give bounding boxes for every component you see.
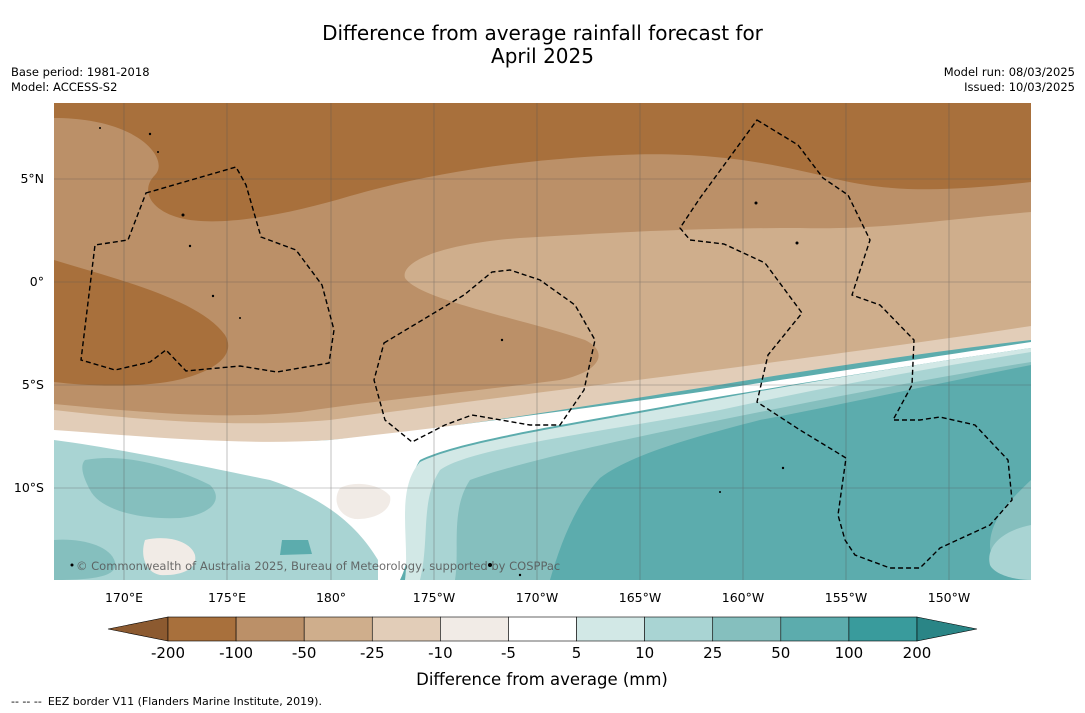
field-left-white-patch — [143, 538, 196, 576]
legend-tick-label: -5 — [501, 644, 516, 662]
base-period: Base period: 1981-2018 — [11, 65, 150, 79]
legend-tick-label: 10 — [635, 644, 654, 662]
legend-swatch — [780, 616, 850, 642]
legend-swatch — [576, 616, 645, 642]
longitude-labels: 170°E 175°E 180° 175°W 170°W 165°W 160°W… — [105, 590, 970, 605]
run-info: Model run: 08/03/2025 Issued: 10/03/2025 — [944, 65, 1075, 95]
lon-label: 175°E — [208, 590, 246, 605]
legend-tick-label: -10 — [428, 644, 453, 662]
legend-swatch — [440, 616, 509, 642]
model-name: Model: ACCESS-S2 — [11, 80, 118, 94]
map-title-line2: April 2025 — [491, 44, 594, 68]
legend-title: Difference from average (mm) — [416, 670, 668, 689]
eez-borders — [80, 119, 1013, 569]
field-minus100-left — [54, 260, 229, 386]
lat-label: 0° — [30, 274, 44, 289]
lon-label: 150°W — [928, 590, 970, 605]
field-center-patch — [336, 483, 391, 520]
legend-extend-high — [916, 616, 978, 642]
lon-label: 165°W — [619, 590, 661, 605]
eez-kiribati-west — [80, 166, 335, 373]
lon-label: 170°E — [105, 590, 143, 605]
field-left-teal-low — [54, 539, 116, 580]
lon-label: 160°W — [722, 590, 764, 605]
lon-label: 170°W — [516, 590, 558, 605]
lat-label: 5°N — [20, 171, 44, 186]
lon-label: 175°W — [413, 590, 455, 605]
map-title: Difference from average rainfall forecas… — [0, 22, 1085, 68]
eez-tokelau — [373, 269, 596, 443]
legend-swatch — [371, 616, 441, 642]
base-info: Base period: 1981-2018 Model: ACCESS-S2 — [11, 65, 150, 95]
field-plus50 — [550, 365, 1031, 580]
map-fields — [54, 103, 1031, 580]
field-minus10-band — [54, 326, 1031, 444]
field-small-teal — [280, 540, 312, 555]
grid-lines — [54, 103, 1031, 580]
eez-dash-sample: -- -- -- — [11, 695, 42, 708]
legend-tick-label: 25 — [703, 644, 722, 662]
legend-swatch — [508, 616, 577, 642]
legend-extend-low — [107, 616, 169, 642]
legend-tick-label: 100 — [835, 644, 864, 662]
map-title-line1: Difference from average rainfall forecas… — [322, 21, 763, 45]
lon-label: 180° — [316, 590, 346, 605]
lat-label: 10°S — [14, 480, 44, 495]
legend-colorbar — [107, 616, 978, 642]
legend-tick-label: 5 — [572, 644, 582, 662]
legend-swatch — [644, 616, 714, 642]
footnote: -- -- -- EEZ border V11 (Flanders Marine … — [11, 695, 322, 708]
islands — [70, 127, 799, 577]
legend-tick-label: 50 — [771, 644, 790, 662]
legend-swatch — [712, 616, 782, 642]
legend-swatch — [303, 616, 373, 642]
legend-swatch — [235, 616, 305, 642]
lat-label: 5°S — [22, 377, 44, 392]
lon-label: 155°W — [825, 590, 867, 605]
legend-tick-label: -200 — [151, 644, 185, 662]
field-plus10-patch — [989, 525, 1031, 580]
legend-tick-label: -50 — [292, 644, 317, 662]
copyright-text: © Commonwealth of Australia 2025, Bureau… — [76, 559, 560, 573]
model-run: Model run: 08/03/2025 — [943, 65, 1075, 79]
legend-swatch — [848, 616, 918, 642]
issued-date: Issued: 10/03/2025 — [964, 80, 1075, 94]
legend-tick-label: -100 — [219, 644, 253, 662]
footnote-text: EEZ border V11 (Flanders Marine Institut… — [47, 695, 322, 708]
legend-tick-label: -25 — [360, 644, 385, 662]
legend-swatch — [167, 616, 237, 642]
field-minus100-top — [54, 103, 1031, 222]
latitude-labels: 5°N 0° 5°S 10°S — [14, 171, 44, 495]
legend-tick-label: 200 — [903, 644, 932, 662]
legend-tick-labels: -200 -100 -50 -25 -10 -5 5 10 25 50 100 200 — [151, 644, 931, 662]
eez-kiribati-east — [679, 119, 1013, 569]
